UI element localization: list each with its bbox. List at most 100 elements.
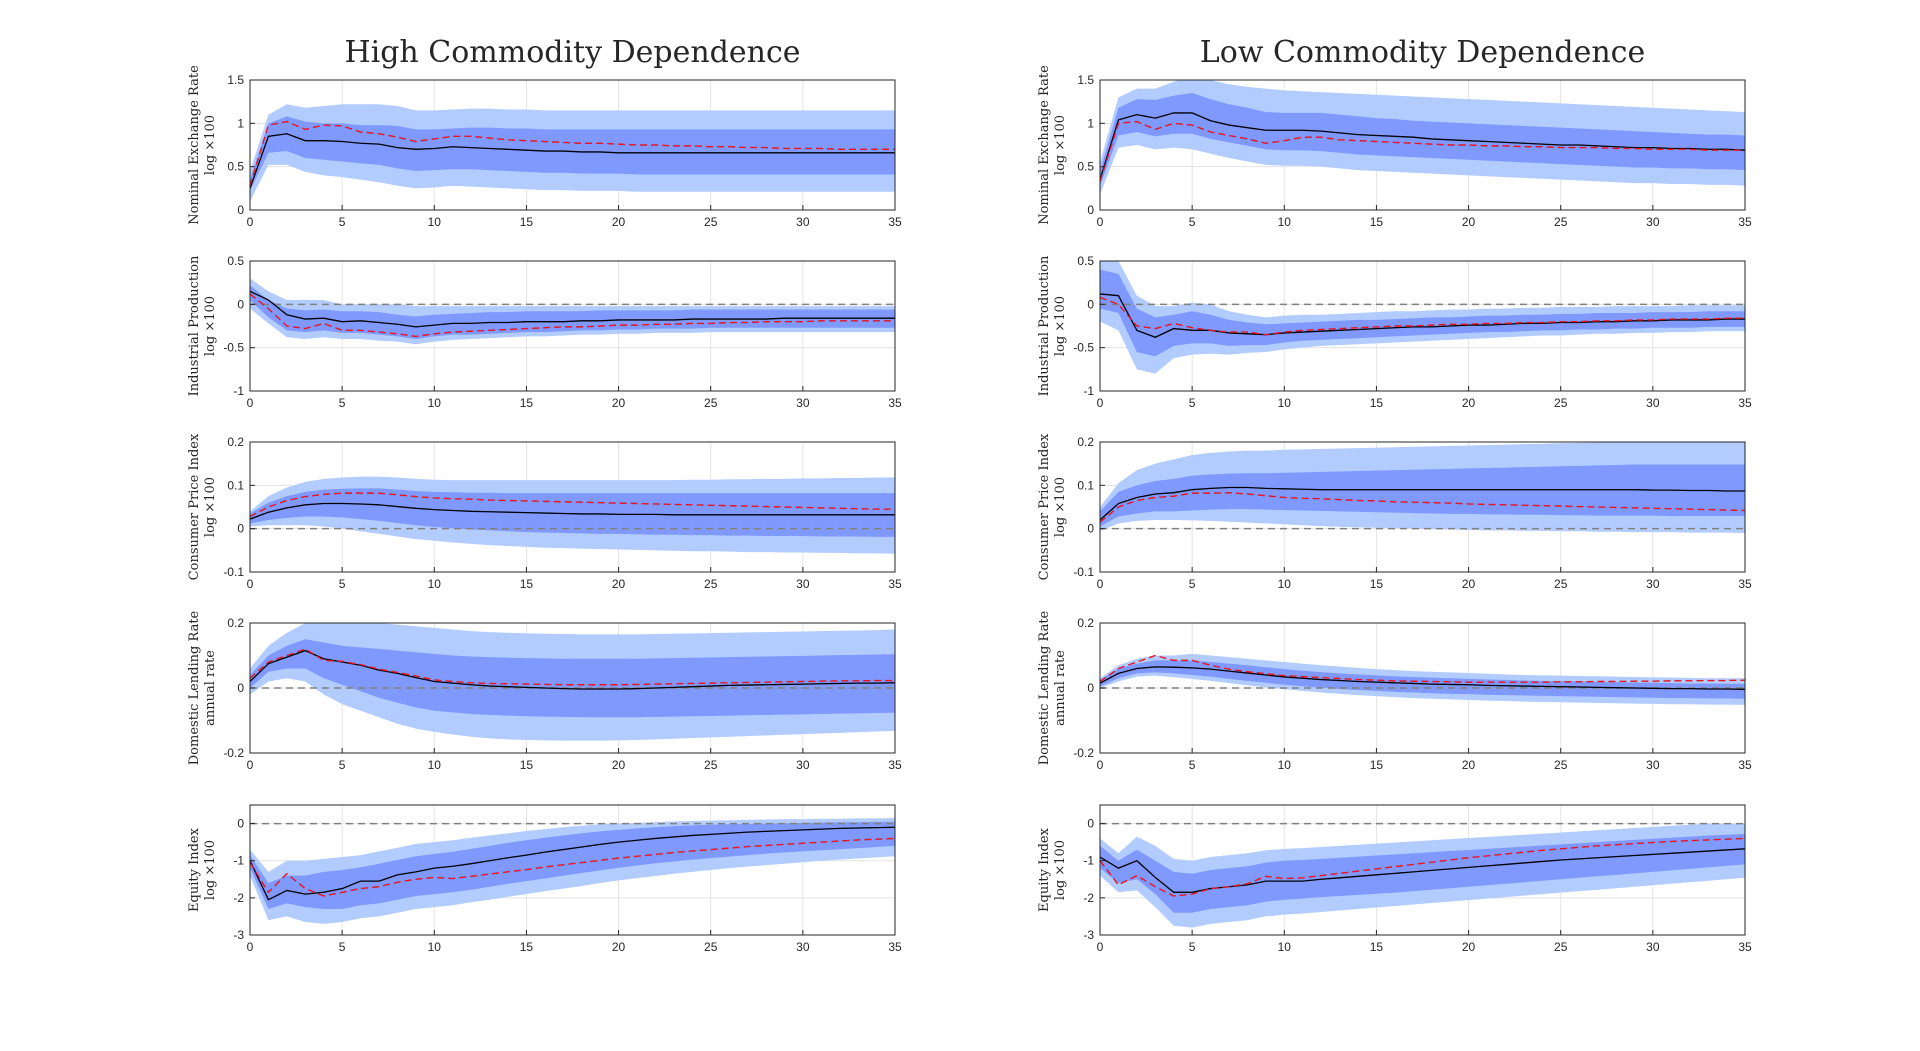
x-tick-label: 30: [1646, 396, 1660, 410]
y-tick-label: -0.5: [1073, 341, 1094, 355]
y-axis-label-line: annual rate: [1053, 650, 1068, 726]
panel-0-1: 0 5 10 15 20 25 30 35 -1 -0.5 0 0.5 Industrial Produ…: [187, 254, 902, 410]
x-tick-label: 10: [428, 396, 442, 410]
y-axis-label-line: log ×100: [1053, 477, 1068, 537]
x-tick-label: 0: [1097, 940, 1104, 954]
x-tick-label: 0: [1097, 758, 1104, 772]
y-tick-label: 1: [1087, 116, 1094, 130]
axes-box: [1099, 260, 1746, 392]
x-tick-label: 20: [1462, 940, 1476, 954]
x-tick-label: 5: [1189, 396, 1196, 410]
y-tick-label: -0.2: [223, 746, 244, 760]
x-tick-label: 20: [1462, 758, 1476, 772]
y-tick-label: -2: [233, 891, 244, 905]
y-tick-label: 0.2: [227, 435, 244, 449]
y-axis-label-line: Industrial Production: [1037, 255, 1052, 396]
axes-box: [249, 804, 896, 936]
x-tick-label: 25: [1554, 396, 1568, 410]
x-tick-label: 10: [428, 758, 442, 772]
x-tick-label: 5: [1189, 940, 1196, 954]
inner-confidence-band: [250, 116, 895, 191]
median-response-line: [250, 290, 895, 328]
median-response-line: [1100, 112, 1745, 180]
plot-area: [250, 476, 895, 554]
plot-area: [250, 278, 895, 345]
alternative-response-line: [250, 648, 895, 686]
x-tick-label: 30: [796, 940, 810, 954]
y-tick-label: -1: [233, 854, 244, 868]
x-tick-label: 20: [612, 215, 626, 229]
outer-confidence-band: [1100, 261, 1745, 374]
axes-box: [249, 79, 896, 211]
y-tick-label: -1: [233, 384, 244, 398]
x-tick-label: 0: [247, 758, 254, 772]
y-tick-label: 0.5: [1077, 160, 1094, 174]
x-tick-label: 35: [1738, 215, 1752, 229]
axes-box: [1099, 804, 1746, 936]
y-axis-label-line: log ×100: [1053, 115, 1068, 175]
alternative-response-line: [1100, 491, 1745, 523]
panel-0-4: 0 5 10 15 20 25 30 35 -3 -2 -1 0 Equity Indexlog ×10…: [187, 804, 902, 954]
y-tick-label: 0.5: [227, 254, 244, 268]
plot-area: [1100, 80, 1745, 195]
x-tick-label: 5: [339, 940, 346, 954]
x-tick-label: 15: [520, 396, 534, 410]
x-tick-label: 10: [1278, 577, 1292, 591]
axes-box: [1099, 79, 1746, 211]
x-tick-label: 30: [796, 758, 810, 772]
y-tick-label: -1: [1083, 384, 1094, 398]
y-tick-label: 0.2: [1077, 435, 1094, 449]
y-tick-label: 0: [1087, 681, 1094, 695]
x-tick-label: 25: [1554, 215, 1568, 229]
y-tick-label: 0: [1087, 817, 1094, 831]
y-tick-label: -0.1: [223, 565, 244, 579]
x-tick-label: 20: [612, 577, 626, 591]
y-tick-label: 1: [237, 116, 244, 130]
x-tick-label: 35: [1738, 577, 1752, 591]
y-axis-label-line: Consumer Price Index: [187, 433, 202, 580]
plot-area: [1100, 442, 1745, 533]
x-tick-label: 5: [1189, 758, 1196, 772]
x-tick-label: 35: [888, 215, 902, 229]
y-axis-label: Nominal Exchange Ratelog ×100: [187, 65, 218, 225]
y-tick-label: 0: [1087, 297, 1094, 311]
x-tick-label: 20: [612, 396, 626, 410]
y-tick-label: 0: [1087, 522, 1094, 536]
x-tick-label: 25: [704, 215, 718, 229]
x-tick-label: 0: [247, 940, 254, 954]
alternative-response-line: [250, 492, 895, 518]
y-tick-label: 0: [237, 681, 244, 695]
y-tick-label: 0.5: [1077, 254, 1094, 268]
x-tick-label: 15: [520, 215, 534, 229]
x-tick-label: 20: [1462, 577, 1476, 591]
x-tick-label: 35: [888, 396, 902, 410]
y-axis-label-line: log ×100: [1053, 840, 1068, 900]
median-response-line: [250, 826, 895, 901]
y-axis-label: Equity Indexlog ×100: [1037, 827, 1068, 912]
y-tick-label: 1.5: [1077, 73, 1094, 87]
plot-area: [250, 104, 895, 202]
y-tick-label: -3: [233, 928, 244, 942]
x-tick-label: 10: [428, 940, 442, 954]
x-tick-label: 25: [704, 940, 718, 954]
x-tick-label: 25: [1554, 758, 1568, 772]
alternative-response-line: [250, 837, 895, 897]
y-tick-label: -0.5: [223, 341, 244, 355]
x-tick-label: 0: [247, 215, 254, 229]
y-tick-label: 0.1: [227, 478, 244, 492]
x-tick-label: 20: [612, 758, 626, 772]
plot-area: [1100, 653, 1745, 705]
y-tick-label: 0: [237, 817, 244, 831]
x-tick-label: 0: [1097, 577, 1104, 591]
y-tick-label: 0: [237, 203, 244, 217]
x-tick-label: 30: [1646, 577, 1660, 591]
y-axis-label-line: log ×100: [203, 115, 218, 175]
x-tick-label: 10: [428, 215, 442, 229]
x-tick-label: 30: [796, 215, 810, 229]
x-tick-label: 35: [1738, 758, 1752, 772]
y-axis-label-line: log ×100: [203, 477, 218, 537]
